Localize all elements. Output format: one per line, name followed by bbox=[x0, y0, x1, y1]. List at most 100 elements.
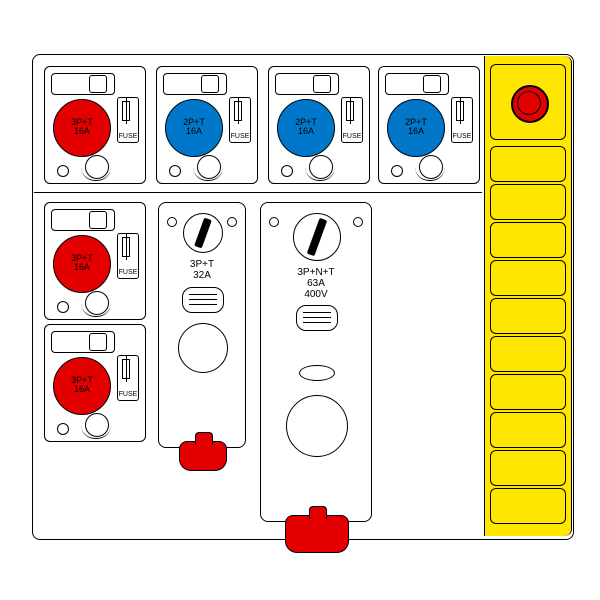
breaker-slot[interactable] bbox=[490, 450, 566, 486]
fuse-line bbox=[126, 234, 127, 260]
fuse-holder[interactable]: FUSE bbox=[229, 97, 251, 143]
interlock-outlet[interactable] bbox=[178, 323, 228, 373]
socket-rating-label: 2P+T16A bbox=[388, 118, 444, 137]
fuse-line bbox=[126, 356, 127, 382]
fuse-label: FUSE bbox=[118, 269, 138, 276]
arc-detail bbox=[81, 302, 111, 317]
fuse-label: FUSE bbox=[230, 133, 250, 140]
screw-icon bbox=[57, 165, 69, 177]
grill-line bbox=[303, 317, 331, 318]
plug-cap bbox=[285, 515, 349, 553]
fuse-line bbox=[238, 98, 239, 124]
screw-icon bbox=[391, 165, 403, 177]
socket-module-top-0: 3P+T16A FUSE bbox=[44, 66, 146, 184]
breaker-slot[interactable] bbox=[490, 222, 566, 258]
socket-outlet[interactable]: 2P+T16A bbox=[165, 99, 223, 157]
estop-ring bbox=[517, 91, 541, 115]
fuse-holder[interactable]: FUSE bbox=[117, 97, 139, 143]
fuse-line bbox=[350, 98, 351, 124]
arc-detail bbox=[81, 166, 111, 181]
breaker-slot[interactable] bbox=[490, 260, 566, 296]
interlock-window bbox=[182, 287, 224, 313]
fuse-label: FUSE bbox=[342, 133, 362, 140]
socket-flap-detail bbox=[89, 75, 107, 93]
socket-module-left-1: 3P+T16A FUSE bbox=[44, 324, 146, 442]
interlock-63a: 3P+N+T63A400V bbox=[260, 202, 372, 522]
screw-icon bbox=[57, 423, 69, 435]
screw-icon bbox=[281, 165, 293, 177]
plug-key bbox=[309, 506, 327, 519]
socket-outlet[interactable]: 3P+T16A bbox=[53, 235, 111, 293]
knob-handle bbox=[307, 218, 328, 256]
interlock-32a: 3P+T32A bbox=[158, 202, 246, 448]
screw-icon bbox=[169, 165, 181, 177]
socket-outlet[interactable]: 2P+T16A bbox=[387, 99, 445, 157]
socket-rating-label: 3P+T16A bbox=[54, 118, 110, 137]
fuse-symbol-icon bbox=[234, 101, 242, 121]
socket-outlet[interactable]: 3P+T16A bbox=[53, 99, 111, 157]
mount-hole bbox=[167, 217, 177, 227]
socket-rating-label: 3P+T16A bbox=[54, 254, 110, 273]
fuse-symbol-icon bbox=[346, 101, 354, 121]
mount-hole bbox=[353, 217, 363, 227]
mount-hole bbox=[269, 217, 279, 227]
grill-line bbox=[189, 304, 217, 305]
interlock-rating-label: 3P+N+T63A400V bbox=[261, 267, 371, 300]
socket-flap-detail bbox=[201, 75, 219, 93]
socket-flap-detail bbox=[313, 75, 331, 93]
breaker-slot[interactable] bbox=[490, 374, 566, 410]
socket-rating-label: 3P+T16A bbox=[54, 376, 110, 395]
socket-module-top-2: 2P+T16A FUSE bbox=[268, 66, 370, 184]
interlock-window bbox=[296, 305, 338, 331]
fuse-line bbox=[126, 98, 127, 124]
interlock-outlet[interactable] bbox=[286, 395, 348, 457]
fuse-symbol-icon bbox=[122, 359, 130, 379]
grill-line bbox=[303, 322, 331, 323]
fuse-label: FUSE bbox=[118, 391, 138, 398]
socket-outlet[interactable]: 2P+T16A bbox=[277, 99, 335, 157]
socket-outlet[interactable]: 3P+T16A bbox=[53, 357, 111, 415]
socket-module-top-1: 2P+T16A FUSE bbox=[156, 66, 258, 184]
socket-flap-detail bbox=[423, 75, 441, 93]
panel-divider bbox=[34, 192, 482, 193]
socket-rating-label: 2P+T16A bbox=[166, 118, 222, 137]
fuse-symbol-icon bbox=[456, 101, 464, 121]
fuse-symbol-icon bbox=[122, 101, 130, 121]
grill-line bbox=[303, 312, 331, 313]
breaker-slot[interactable] bbox=[490, 412, 566, 448]
breaker-slot[interactable] bbox=[490, 298, 566, 334]
interlock-switch-knob[interactable] bbox=[293, 213, 341, 261]
estop-module bbox=[490, 64, 566, 140]
socket-flap-detail bbox=[89, 211, 107, 229]
fuse-label: FUSE bbox=[452, 133, 472, 140]
fuse-holder[interactable]: FUSE bbox=[341, 97, 363, 143]
socket-flap-detail bbox=[89, 333, 107, 351]
grill-line bbox=[189, 299, 217, 300]
fuse-holder[interactable]: FUSE bbox=[451, 97, 473, 143]
breaker-slot[interactable] bbox=[490, 488, 566, 524]
socket-module-left-0: 3P+T16A FUSE bbox=[44, 202, 146, 320]
fuse-symbol-icon bbox=[122, 237, 130, 257]
plug-cap bbox=[179, 441, 227, 471]
knob-handle bbox=[194, 218, 212, 249]
breaker-slot[interactable] bbox=[490, 184, 566, 220]
fuse-line bbox=[460, 98, 461, 124]
socket-rating-label: 2P+T16A bbox=[278, 118, 334, 137]
interlock-switch-knob[interactable] bbox=[183, 213, 223, 253]
breaker-slot[interactable] bbox=[490, 336, 566, 372]
arc-detail bbox=[305, 166, 335, 181]
plug-key bbox=[195, 432, 213, 445]
fuse-label: FUSE bbox=[118, 133, 138, 140]
grill-line bbox=[189, 294, 217, 295]
arc-detail bbox=[415, 166, 445, 181]
arc-detail bbox=[193, 166, 223, 181]
arc-detail bbox=[81, 424, 111, 439]
breaker-slot[interactable] bbox=[490, 146, 566, 182]
indicator-window bbox=[299, 365, 335, 381]
interlock-rating-label: 3P+T32A bbox=[159, 259, 245, 281]
fuse-holder[interactable]: FUSE bbox=[117, 355, 139, 401]
screw-icon bbox=[57, 301, 69, 313]
socket-module-top-3: 2P+T16A FUSE bbox=[378, 66, 480, 184]
fuse-holder[interactable]: FUSE bbox=[117, 233, 139, 279]
mount-hole bbox=[227, 217, 237, 227]
